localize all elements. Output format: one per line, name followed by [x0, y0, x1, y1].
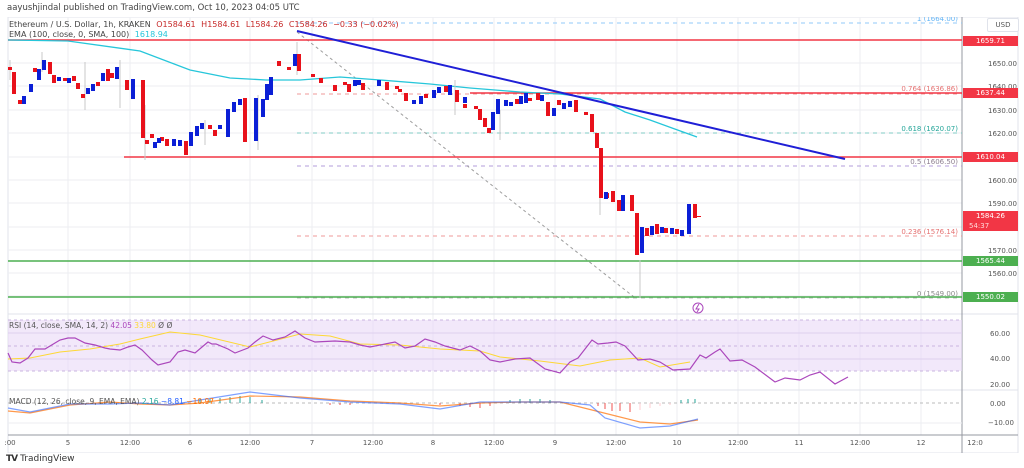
- svg-text:0.00: 0.00: [990, 400, 1006, 408]
- svg-text:0.236 (1576.14): 0.236 (1576.14): [901, 228, 958, 236]
- svg-text:0.5 (1606.50): 0.5 (1606.50): [910, 158, 958, 166]
- macd-signal-value: −10.97: [186, 397, 215, 406]
- svg-text:1650.00: 1650.00: [988, 60, 1017, 68]
- svg-text:1630.00: 1630.00: [988, 107, 1017, 115]
- last-price-value: 1584.26: [976, 212, 1005, 220]
- rsi-extra-1: Ø: [158, 321, 165, 330]
- svg-text:1560.00: 1560.00: [988, 270, 1017, 278]
- price-tag-resistance-2: 1637.44: [963, 88, 1018, 98]
- chart-canvas[interactable]: 1650.00 1640.00 1630.00 1620.00 1600.00 …: [0, 17, 1024, 453]
- ema-legend-value: 1618.94: [134, 30, 168, 39]
- fib-diagonal: [296, 31, 635, 298]
- svg-text:0.764 (1636.86): 0.764 (1636.86): [901, 85, 958, 93]
- price-change: −0.33 (−0.02%): [333, 20, 399, 29]
- last-price-tag: 1584.26 54:37: [963, 211, 1018, 231]
- footer-branding[interactable]: TV TradingView: [6, 454, 75, 464]
- rsi-value: 42.05: [110, 321, 132, 330]
- price-tag-support-2: 1550.02: [963, 292, 1018, 302]
- svg-text:1 (1664.00): 1 (1664.00): [917, 17, 958, 23]
- svg-text:1600.00: 1600.00: [988, 177, 1017, 185]
- svg-text:1570.00: 1570.00: [988, 247, 1017, 255]
- macd-histogram: [199, 396, 696, 412]
- svg-text::00: :00: [4, 439, 15, 447]
- symbol-legend: Ethereum / U.S. Dollar, 1h, KRAKEN O1584…: [9, 20, 402, 40]
- macd-line: [7, 391, 699, 429]
- time-axis: :00 5 12:00 6 12:00 7 12:00 8 12:00 9 12…: [4, 439, 983, 447]
- ohlc-open: O1584.61: [156, 20, 196, 29]
- svg-text:5: 5: [66, 439, 70, 447]
- tradingview-logo-icon: TV: [6, 454, 18, 464]
- event-flash-icon[interactable]: [692, 302, 704, 314]
- svg-text:12:00: 12:00: [363, 439, 383, 447]
- price-tag-resistance-3: 1610.04: [963, 152, 1018, 162]
- ohlc-close: C1584.26: [288, 20, 328, 29]
- trendline: [296, 30, 846, 160]
- svg-text:12:00: 12:00: [240, 439, 260, 447]
- svg-text:10: 10: [673, 439, 682, 447]
- svg-text:1620.00: 1620.00: [988, 130, 1017, 138]
- svg-text:1590.00: 1590.00: [988, 200, 1017, 208]
- symbol-name[interactable]: Ethereum / U.S. Dollar, 1h, KRAKEN: [9, 20, 151, 29]
- fibonacci-levels: [297, 22, 962, 299]
- rsi-legend-label[interactable]: RSI (14, close, SMA, 14, 2): [9, 321, 109, 330]
- vertical-gridlines: [67, 17, 922, 435]
- brand-name: TradingView: [20, 454, 75, 464]
- rsi-ma-value: 33.80: [134, 321, 156, 330]
- svg-text:12:00: 12:00: [120, 439, 140, 447]
- svg-text:11: 11: [795, 439, 804, 447]
- fib-labels: 1 (1664.00) 0.764 (1636.86) 0.618 (1620.…: [901, 17, 958, 298]
- svg-text:12:00: 12:00: [606, 439, 626, 447]
- macd-value: −8.81: [160, 397, 184, 406]
- price-tag-resistance-1: 1659.71: [963, 36, 1018, 46]
- rsi-extra-2: Ø: [166, 321, 173, 330]
- svg-text:40.00: 40.00: [990, 355, 1010, 363]
- svg-text:−10.00: −10.00: [988, 419, 1014, 427]
- horizontal-levels: [8, 39, 962, 298]
- svg-text:6: 6: [188, 439, 193, 447]
- price-axis: 1650.00 1640.00 1630.00 1620.00 1600.00 …: [988, 60, 1017, 427]
- candlesticks: [8, 42, 701, 298]
- svg-text:20.00: 20.00: [990, 381, 1010, 389]
- price-tag-support-1: 1565.44: [963, 256, 1018, 266]
- publisher-line: aayushjindal published on TradingView.co…: [7, 3, 300, 13]
- svg-text:12:00: 12:00: [850, 439, 870, 447]
- svg-text:12:00: 12:00: [728, 439, 748, 447]
- ohlc-low: L1584.26: [245, 20, 284, 29]
- rsi-legend: RSI (14, close, SMA, 14, 2) 42.05 33.80 …: [9, 321, 172, 330]
- macd-legend: MACD (12, 26, close, 9, EMA, EMA) 2.16 −…: [9, 397, 214, 406]
- svg-text:0 (1549.00): 0 (1549.00): [917, 290, 958, 298]
- svg-text:12: 12: [917, 439, 926, 447]
- svg-text:9: 9: [553, 439, 557, 447]
- ema-line: [7, 39, 698, 138]
- svg-text:1640.00: 1640.00: [988, 83, 1017, 91]
- svg-text:8: 8: [431, 439, 435, 447]
- ohlc-high: H1584.61: [201, 20, 241, 29]
- macd-hist-value: 2.16: [141, 397, 159, 406]
- rsi-ma-line: [7, 331, 691, 368]
- svg-text:12:0: 12:0: [967, 439, 983, 447]
- currency-button[interactable]: USD: [987, 18, 1019, 32]
- svg-text:0.618 (1620.07): 0.618 (1620.07): [901, 125, 958, 133]
- svg-text:7: 7: [310, 439, 314, 447]
- macd-legend-label[interactable]: MACD (12, 26, close, 9, EMA, EMA): [9, 397, 140, 406]
- signal-line: [7, 395, 699, 425]
- svg-text:60.00: 60.00: [990, 330, 1010, 338]
- ema-legend-label[interactable]: EMA (100, close, 0, SMA, 100): [9, 30, 130, 39]
- bar-countdown: 54:37: [969, 222, 990, 230]
- rsi-line: [7, 330, 849, 385]
- svg-text:12:00: 12:00: [484, 439, 504, 447]
